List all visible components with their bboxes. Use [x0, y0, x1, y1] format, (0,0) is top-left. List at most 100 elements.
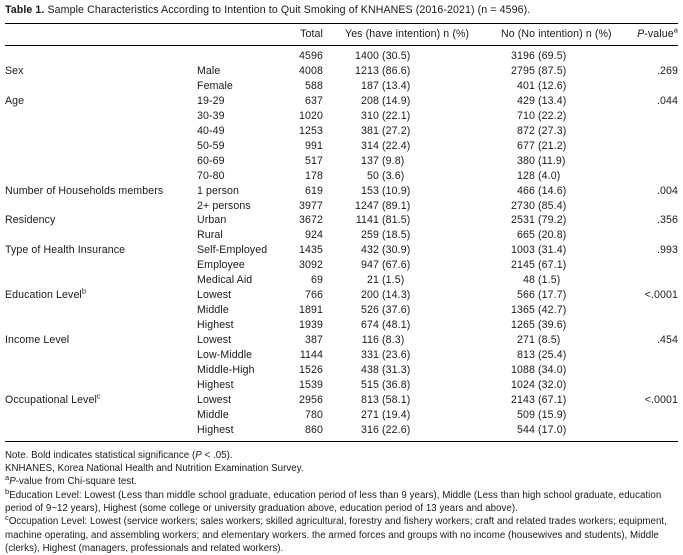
pvalue-cell: [629, 273, 678, 288]
total-cell: 637: [305, 94, 323, 107]
table-row: Occupational Levelc Lowest 2956 813 (58.1) 2…: [5, 391, 678, 408]
yes-cell: 50 (3.6): [323, 169, 481, 184]
yes-cell: 1213 (86.6): [323, 64, 481, 79]
table-row: Middle-High 1526 438 (31.3) 1088 (34.0): [5, 363, 678, 378]
yes-cell: 1141 (81.5): [323, 213, 481, 228]
no-cell: 1365 (42.7): [481, 303, 629, 318]
yes-count: 316: [361, 423, 379, 436]
table-row: Type of Health Insurance Self-Employed 143…: [5, 243, 678, 258]
no-count: 710: [517, 109, 535, 122]
no-cell: 2730 (85.4): [481, 199, 629, 214]
no-count: 813: [517, 349, 535, 362]
pvalue-cell: [629, 228, 678, 243]
category-cell: [5, 348, 197, 363]
footnote-a: aP-value from Chi-square test.: [5, 474, 678, 488]
yes-cell: 438 (31.3): [323, 363, 481, 378]
total-cell: 588: [305, 79, 323, 92]
pvalue-cell: [629, 408, 678, 423]
footnote-b-text: Education Level: Lowest (Less than middl…: [5, 489, 662, 514]
yes-cell: 813 (58.1): [323, 393, 481, 408]
no-count: 2730: [511, 199, 535, 212]
yes-count: 515: [361, 378, 379, 391]
total-cell: 860: [305, 423, 323, 436]
table-body: 4596 1400 (30.5) 3196 (69.5) Sex Male 4008 121…: [5, 46, 678, 442]
yes-count: 526: [361, 304, 379, 317]
no-cell: 665 (20.8): [481, 228, 629, 243]
total-cell: 924: [305, 229, 323, 242]
no-cell: 1003 (31.4): [481, 243, 629, 258]
no-percent: (67.1): [535, 393, 567, 406]
no-count: 429: [517, 94, 535, 107]
note-significance: Note. Bold indicates statistical signifi…: [5, 449, 678, 462]
yes-cell: 947 (67.6): [323, 258, 481, 273]
footnote-c-marker: c: [5, 513, 9, 523]
pvalue-cell: [629, 46, 678, 64]
no-count: 2145: [511, 259, 535, 272]
note-significance-suffix: < .05).: [201, 449, 233, 461]
total-cell: 991: [305, 139, 323, 152]
no-count: 401: [517, 79, 535, 92]
total-cell: 3977: [299, 199, 323, 212]
yes-percent: (14.3): [379, 289, 411, 302]
subcategory-cell: Highest: [197, 378, 234, 391]
category-cell: Occupational Levelc: [5, 391, 101, 406]
footnote-c-text: Occupation Level: Lowest (service worker…: [5, 516, 667, 554]
no-cell: 677 (21.2): [481, 139, 629, 154]
yes-count: 314: [361, 139, 379, 152]
no-percent: (79.2): [535, 214, 567, 227]
yes-percent: (30.9): [379, 244, 411, 257]
total-cell: 3092: [299, 259, 323, 272]
col-header-pvalue: P-valuea: [629, 23, 678, 46]
yes-count: 271: [361, 408, 379, 421]
yes-cell: 526 (37.6): [323, 303, 481, 318]
no-count: 3196: [511, 50, 535, 62]
total-cell: 619: [305, 184, 323, 197]
subcategory-cell: Medical Aid: [197, 274, 253, 287]
no-count: 271: [517, 334, 535, 347]
subcategory-cell: 50-59: [197, 139, 225, 152]
no-count: 1024: [511, 378, 535, 391]
pvalue-cell: <.0001: [644, 393, 678, 406]
category-cell: Sex: [5, 64, 24, 77]
no-count: 1265: [511, 319, 535, 332]
pvalue-cell: .454: [656, 334, 678, 347]
table-row: Rural 924 259 (18.5) 665 (20.8): [5, 228, 678, 243]
yes-count: 438: [361, 364, 379, 377]
no-cell: 813 (25.4): [481, 348, 629, 363]
no-cell: 3196 (69.5): [481, 46, 629, 64]
subcategory-cell: 70-80: [197, 169, 225, 182]
pvalue-cell: [629, 378, 678, 393]
no-percent: (25.4): [535, 349, 567, 362]
no-percent: (8.5): [535, 334, 561, 347]
table-caption-text: Sample Characteristics According to Inte…: [44, 4, 531, 16]
category-footnote-marker: b: [81, 286, 87, 296]
total-cell: 178: [305, 169, 323, 182]
yes-percent: (22.6): [379, 423, 411, 436]
no-cell: 566 (17.7): [481, 288, 629, 303]
table-caption: Table 1. Sample Characteristics Accordin…: [5, 4, 678, 17]
no-count: 677: [517, 139, 535, 152]
category-cell: [5, 303, 197, 318]
category-cell: [5, 154, 197, 169]
no-count: 566: [517, 289, 535, 302]
subcategory-cell: 1 person: [197, 184, 240, 197]
no-count: 509: [517, 408, 535, 421]
no-cell: 429 (13.4): [481, 94, 629, 109]
no-count: 544: [517, 423, 535, 436]
subcategory-cell: 60-69: [197, 154, 225, 167]
yes-count: 310: [361, 109, 379, 122]
no-percent: (12.6): [535, 79, 567, 92]
yes-count: 1141: [355, 214, 379, 227]
category-cell: [5, 139, 197, 154]
yes-cell: 432 (30.9): [323, 243, 481, 258]
table-row: 50-59 991 314 (22.4) 677 (21.2): [5, 139, 678, 154]
no-percent: (4.0): [535, 169, 561, 182]
table-row: 4596 1400 (30.5) 3196 (69.5): [5, 46, 678, 64]
table-row: Number of Households members 1 person 619 1…: [5, 184, 678, 199]
total-cell: 1526: [299, 364, 323, 377]
total-cell: 1253: [299, 124, 323, 137]
subcategory-cell: 40-49: [197, 124, 225, 137]
footnote-a-p-italic: P: [9, 476, 16, 488]
yes-percent: (86.6): [379, 64, 411, 77]
total-cell: 3672: [299, 214, 323, 227]
